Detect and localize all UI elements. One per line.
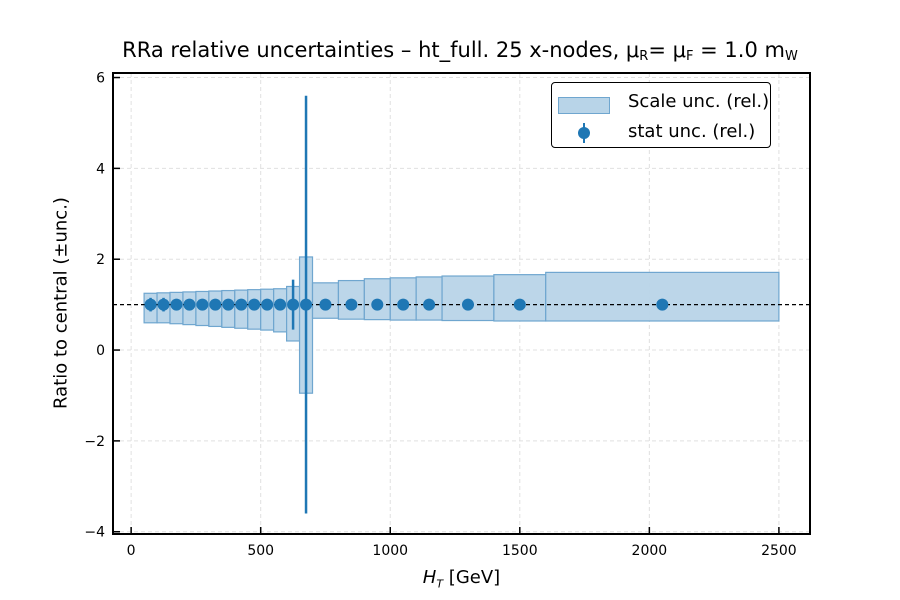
- y-tick-label: 0: [96, 343, 105, 359]
- stat-point: [300, 298, 313, 311]
- scale-band-bin: [415, 276, 443, 321]
- stat-point: [261, 298, 274, 311]
- stat-point: [461, 298, 474, 311]
- x-tick-label: 2000: [632, 543, 668, 559]
- stat-point: [319, 298, 332, 311]
- stat-point: [371, 298, 384, 311]
- x-axis-label: HT [GeV]: [113, 567, 810, 591]
- stat-point: [274, 298, 287, 311]
- stat-point: [345, 298, 358, 311]
- x-tick-label: 0: [127, 543, 136, 559]
- y-axis-label: Ratio to central (±unc.): [50, 197, 72, 409]
- chart-title: RRa relative uncertainties – ht_full. 25…: [0, 38, 900, 64]
- x-axis-var-sub: T: [436, 577, 444, 591]
- stat-point: [235, 298, 248, 311]
- y-tick-label: 6: [96, 71, 105, 87]
- legend-label-stat: stat unc. (rel.): [628, 121, 756, 142]
- plot-frame: [112, 72, 811, 535]
- stat-points: [144, 95, 669, 514]
- y-tick-label: −4: [84, 525, 105, 541]
- legend-point-marker: [578, 123, 590, 143]
- stat-point: [397, 298, 410, 311]
- stat-point: [287, 298, 300, 311]
- x-tick-label: 1500: [502, 543, 538, 559]
- y-tick-label: 2: [96, 252, 105, 268]
- stat-point: [513, 298, 526, 311]
- scale-band-bin: [441, 275, 495, 322]
- x-axis-unit: [GeV]: [443, 567, 501, 588]
- legend: Scale unc. (rel.) stat unc. (rel.): [551, 82, 771, 148]
- chart-title-tail: = 1.0 m: [693, 38, 785, 62]
- stat-point: [423, 298, 436, 311]
- stat-point: [222, 298, 235, 311]
- scale-band-bin: [493, 274, 547, 322]
- legend-label-scale: Scale unc. (rel.): [628, 91, 770, 112]
- stat-point: [209, 298, 222, 311]
- y-tick-label: −2: [84, 434, 105, 450]
- stat-point: [157, 298, 170, 311]
- stat-point: [248, 298, 261, 311]
- stat-point: [656, 298, 669, 311]
- scale-band-bin: [545, 271, 780, 322]
- legend-band-swatch: [558, 97, 610, 114]
- stat-point: [144, 298, 157, 311]
- w-subscript: W: [784, 49, 798, 64]
- mu-f-subscript: F: [685, 49, 694, 64]
- x-tick-label: 1000: [372, 543, 408, 559]
- y-tick-label: 4: [96, 161, 105, 177]
- x-tick-label: 500: [247, 543, 274, 559]
- mu-r-subscript: R: [639, 49, 649, 64]
- stat-point: [183, 298, 196, 311]
- chart-title-main: RRa relative uncertainties – ht_full. 25…: [122, 38, 640, 62]
- x-tick-label: 2500: [761, 543, 797, 559]
- chart-title-mid: = μ: [648, 38, 686, 62]
- stat-point: [196, 298, 209, 311]
- axis-ticks: 0 500 1000 1500 2000 2500 −4 −2 0 2 4 6: [84, 71, 796, 559]
- scale-band: [143, 256, 780, 394]
- stat-point: [170, 298, 183, 311]
- x-axis-var: H: [422, 567, 437, 588]
